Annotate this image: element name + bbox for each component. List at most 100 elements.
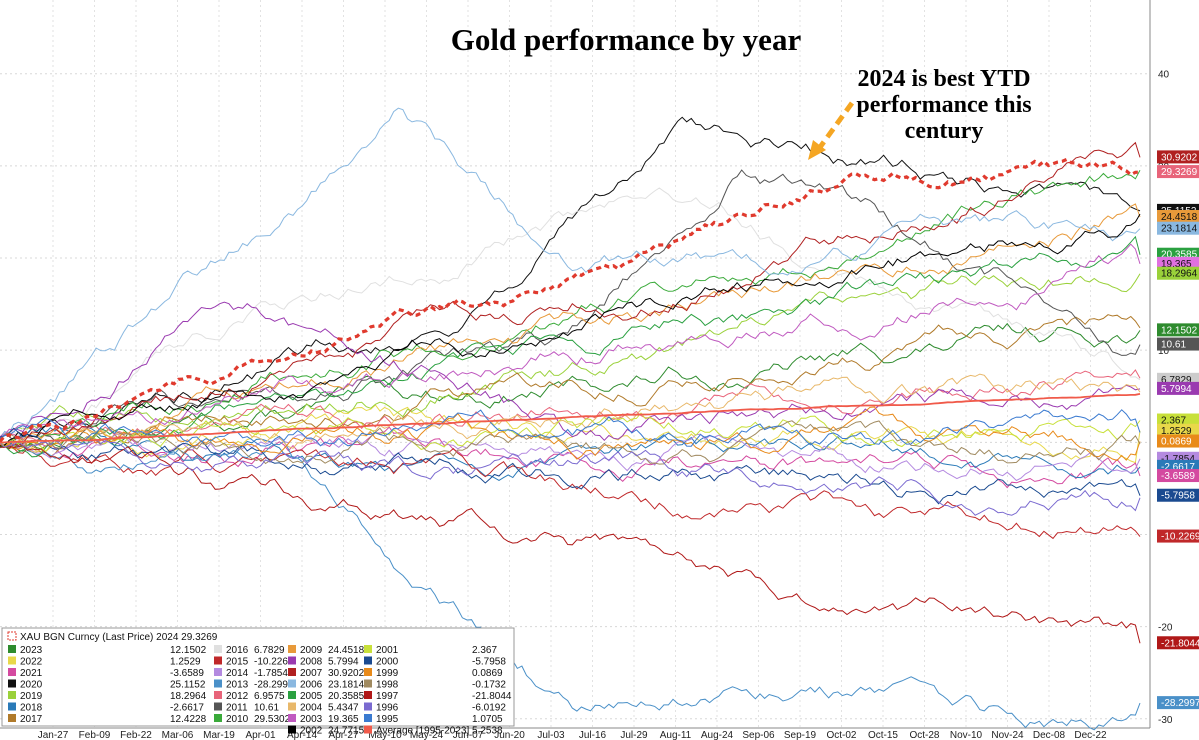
legend-value: 0.0869 xyxy=(472,668,503,679)
legend-value: 1.0705 xyxy=(472,714,503,725)
end-label-text: 30.9202 xyxy=(1161,152,1198,163)
x-tick-label: Apr-27 xyxy=(328,730,358,740)
legend-item-2014: 2014 -1.7854 xyxy=(214,668,288,679)
end-label-box xyxy=(1157,488,1199,502)
x-tick-label: Jun-20 xyxy=(494,730,525,740)
legend-item-2017: 2017 12.4228 xyxy=(8,714,207,725)
legend-value: 19.365 xyxy=(328,714,359,725)
series-line-2017 xyxy=(0,314,1141,458)
legend-item-2012: 2012 6.9575 xyxy=(214,691,285,702)
legend-value: 18.2964 xyxy=(170,691,207,702)
legend-label: 2010 xyxy=(226,714,249,725)
legend-header: XAU BGN Curncy (Last Price) 2024 29.3269 xyxy=(20,632,218,643)
end-label: 5.7994 xyxy=(1157,381,1199,395)
series-line-2004 xyxy=(0,373,1141,453)
legend-label: 2006 xyxy=(300,680,323,691)
legend-label: 2011 xyxy=(226,703,248,714)
legend-value: 5.7994 xyxy=(328,657,359,668)
legend-label: 2020 xyxy=(20,680,43,691)
legend-value: 6.9575 xyxy=(254,691,285,702)
legend-label: 2009 xyxy=(300,645,323,656)
series-line-1996 xyxy=(0,438,1141,516)
end-label: 12.1502 xyxy=(1157,323,1199,337)
end-label-text: 24.4518 xyxy=(1161,212,1198,223)
y-tick-label: 40 xyxy=(1158,70,1170,81)
legend-swatch xyxy=(214,691,222,699)
x-tick-label: Mar-06 xyxy=(162,730,194,740)
legend-swatch xyxy=(288,668,296,676)
legend-item-2010: 2010 29.5302 xyxy=(214,714,291,725)
series-line-2002 xyxy=(0,213,1141,447)
end-label-text: -1.7854 xyxy=(1161,454,1195,465)
end-label-box xyxy=(1157,529,1199,543)
legend-value: 29.5302 xyxy=(254,714,291,725)
end-label-box xyxy=(1157,150,1199,164)
legend-label: 2019 xyxy=(20,691,43,702)
series-lines xyxy=(0,107,1141,731)
series-line-1997 xyxy=(0,444,1141,644)
end-label: 10.61 xyxy=(1157,337,1199,351)
end-label-text: 12.1502 xyxy=(1161,325,1198,336)
legend-item-2004: 2004 5.4347 xyxy=(288,702,359,714)
legend-item-2021: 2021 -3.6589 xyxy=(8,668,204,679)
legend-value: 5.4347 xyxy=(328,703,359,714)
legend-label: 2004 xyxy=(300,703,323,714)
legend-item-1998: 1998 -0.1732 xyxy=(364,679,506,691)
end-label-text: -2.6617 xyxy=(1161,462,1195,473)
legend-swatch xyxy=(288,714,296,722)
legend-label: 2005 xyxy=(300,691,323,702)
legend-swatch xyxy=(288,656,296,665)
legend-swatch xyxy=(8,702,16,711)
x-axis: Jan-27 Feb-09 Feb-22 Mar-06 Mar-19 Apr-01 Apr-… xyxy=(38,730,1107,740)
legend-swatch xyxy=(8,691,16,699)
end-label: 0.0869 xyxy=(1157,434,1199,448)
legend-item-2009: 2009 24.4518 xyxy=(288,645,365,656)
end-label: -10.2269 xyxy=(1157,529,1199,543)
legend-swatch xyxy=(288,725,296,734)
series-line-2016 xyxy=(0,187,1141,439)
legend-swatch-2024 xyxy=(7,631,17,641)
x-tick-label: Oct-15 xyxy=(868,730,898,740)
end-label-text: -21.8044 xyxy=(1161,638,1199,649)
legend-value: -28.2997 xyxy=(254,680,294,691)
x-tick-label: Feb-09 xyxy=(79,730,111,740)
legend-label: 2013 xyxy=(226,680,249,691)
end-label-box xyxy=(1157,381,1199,395)
legend-item-1999: 1999 0.0869 xyxy=(364,668,503,679)
legend-swatch xyxy=(8,714,16,722)
x-tick-label: Mar-19 xyxy=(203,730,235,740)
legend-label: 1997 xyxy=(376,691,399,702)
x-tick-label: Jun-07 xyxy=(453,730,484,740)
legend-swatch xyxy=(8,645,16,653)
legend-swatch xyxy=(8,656,16,665)
legend-item-2006: 2006 23.1814 xyxy=(288,679,365,691)
legend-swatch xyxy=(214,702,222,711)
end-label-text: 2.367 xyxy=(1161,416,1186,427)
series-line-2009 xyxy=(0,203,1141,449)
legend-label: 2018 xyxy=(20,703,43,714)
series-line-2011 xyxy=(0,169,1141,442)
y-tick-label: 10 xyxy=(1158,346,1170,357)
end-label-box xyxy=(1157,636,1199,650)
legend-value: 20.3585 xyxy=(328,691,365,702)
legend-swatch xyxy=(8,668,16,676)
end-label-text: 6.7829 xyxy=(1161,375,1192,386)
end-label-text: 10.61 xyxy=(1161,340,1186,351)
end-label-text: 1.2529 xyxy=(1161,426,1192,437)
legend-swatch xyxy=(288,691,296,699)
chart-title: Gold performance by year xyxy=(451,22,802,57)
end-label: 29.3269 xyxy=(1157,165,1199,179)
end-label-box xyxy=(1157,434,1199,448)
series-line-2018 xyxy=(0,421,1141,481)
legend-label: 1998 xyxy=(376,680,399,691)
legend-label: 2000 xyxy=(376,657,399,668)
end-label: 23.1814 xyxy=(1157,221,1199,235)
legend-swatch-average xyxy=(364,725,372,734)
legend-swatch xyxy=(214,668,222,676)
end-label-box xyxy=(1157,210,1199,224)
x-tick-label: Feb-22 xyxy=(120,730,152,740)
end-label-text: -10.2269 xyxy=(1161,532,1199,543)
legend-label: 2016 xyxy=(226,645,249,656)
series-line-2020 xyxy=(0,116,1141,446)
